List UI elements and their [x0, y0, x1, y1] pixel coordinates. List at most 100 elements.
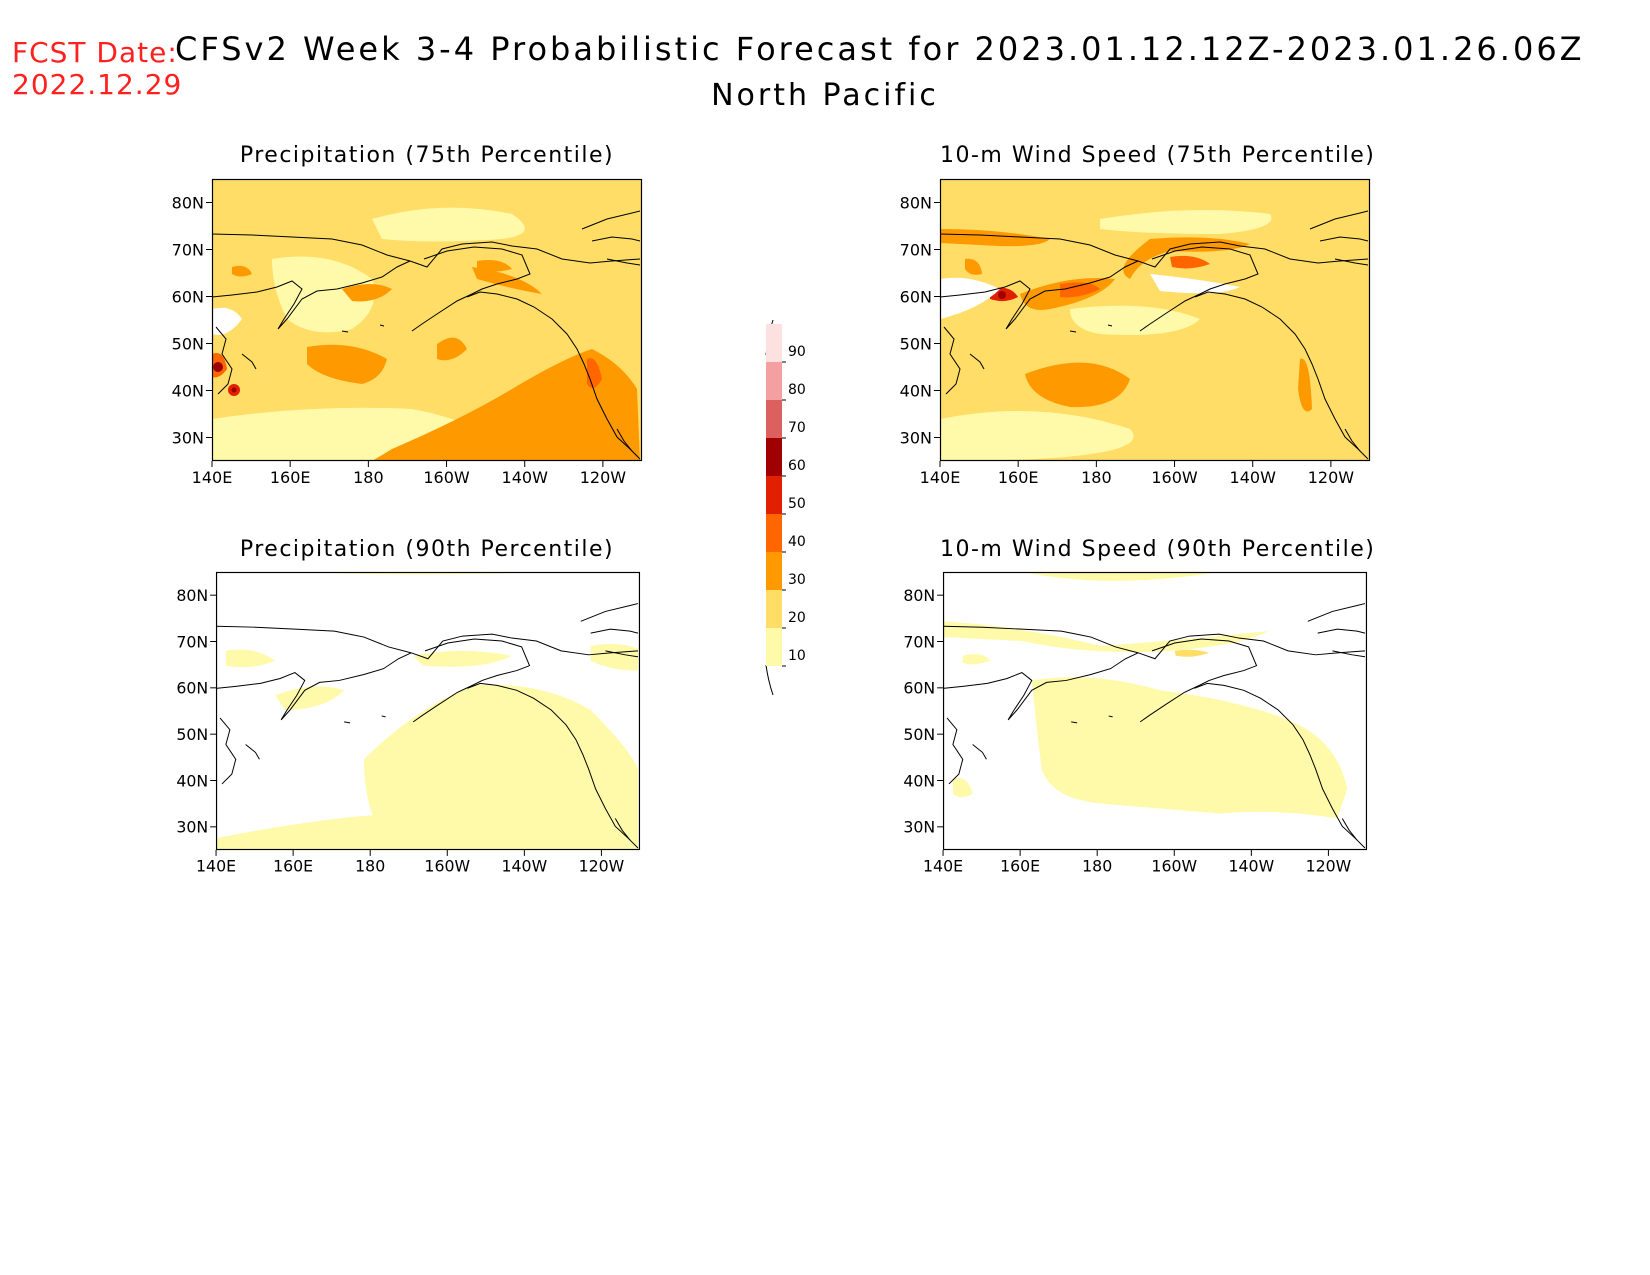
contour-10 [225, 649, 276, 668]
colorbar-label: 40 [788, 534, 806, 550]
colorbar-swatch [766, 324, 782, 362]
lon-label: 140W [1228, 857, 1274, 876]
colorbar-swatch [766, 476, 782, 514]
lon-label: 160W [1151, 468, 1198, 487]
main-title: CFSv2 Week 3-4 Probabilistic Forecast fo… [175, 30, 1585, 68]
below-threshold-area [940, 277, 1000, 319]
lon-axis: 140E 160E 180 160W 140W 120W [196, 850, 625, 876]
contour-30 [477, 260, 512, 272]
lat-label: 30N [172, 429, 204, 448]
map-precip-75: 80N 70N 60N 50N 40N 30N 140E 160E 180 160W 140W 12… [172, 178, 643, 487]
lon-label: 180 [1081, 468, 1112, 487]
contour-30 [940, 229, 1050, 247]
lat-label: 50N [172, 335, 204, 354]
contour-30 [307, 344, 387, 384]
lat-label: 40N [172, 382, 204, 401]
contour-10 [1100, 210, 1272, 234]
map-frame [939, 178, 1371, 462]
contour-40 [1060, 282, 1100, 298]
lat-label: 80N [176, 586, 208, 605]
colorbar-swatch [766, 514, 782, 552]
contour-10 [363, 684, 638, 850]
contour-30 [232, 265, 252, 277]
contour-10 [943, 621, 1269, 653]
lat-label: 70N [900, 241, 932, 260]
lat-label: 70N [176, 632, 208, 651]
lon-label: 140E [192, 468, 233, 487]
colorbar-label: 60 [788, 458, 806, 474]
contour-10 [952, 778, 973, 798]
colorbar-label: 80 [788, 382, 806, 398]
colorbar-label: 10 [788, 648, 806, 664]
lon-label: 140W [502, 468, 549, 487]
lat-label: 30N [176, 818, 208, 837]
colorbar-boxes [766, 324, 782, 666]
colorbar-label: 30 [788, 572, 806, 588]
contour-60 [998, 291, 1006, 299]
lat-label: 30N [900, 429, 932, 448]
contour-10 [216, 813, 394, 850]
contour-10 [940, 411, 1134, 461]
lon-label: 160W [424, 857, 470, 876]
map-precip-90: 80N 70N 60N 50N 40N 30N 140E 160E 180 160W 140W 12… [176, 571, 641, 876]
colorbar-swatch [766, 438, 782, 476]
lon-axis: 140E 160E 180 160W 140W 120W [192, 461, 627, 487]
lat-label: 40N [176, 771, 208, 790]
lon-label: 180 [353, 468, 384, 487]
contour-30 [965, 258, 982, 275]
panel-title-wind-75: 10-m Wind Speed (75th Percentile) [940, 143, 1376, 168]
map-wind-90: 80N 70N 60N 50N 40N 30N 140E 160E 180 160W 140W 12… [903, 571, 1368, 876]
contour-10 [1021, 572, 1220, 581]
contour-40 [1170, 255, 1210, 269]
panel-title-wind-90: 10-m Wind Speed (90th Percentile) [940, 537, 1376, 562]
map-frame [215, 571, 641, 851]
contour-10 [372, 207, 525, 242]
panel-title-precip-75: Precipitation (75th Percentile) [239, 143, 615, 168]
colorbar-swatch [766, 362, 782, 400]
lat-label: 80N [900, 194, 932, 213]
lon-axis: 140E 160E 180 160W 140W 120W [923, 850, 1352, 876]
lon-label: 140W [1230, 468, 1277, 487]
contour-30 [437, 337, 467, 361]
contour-10 [962, 654, 991, 665]
map-frame [211, 178, 643, 462]
colorbar-swatch [766, 590, 782, 628]
colorbar: 90 80 70 60 50 40 30 20 10 [765, 319, 806, 696]
lat-axis: 80N 70N 60N 50N 40N 30N [172, 194, 212, 448]
lon-label: 120W [579, 857, 625, 876]
lat-label: 40N [900, 382, 932, 401]
lat-axis: 80N 70N 60N 50N 40N 30N [176, 586, 217, 837]
colorbar-label: 20 [788, 610, 806, 626]
lon-label: 160W [1151, 857, 1197, 876]
lon-label: 140W [501, 857, 547, 876]
colorbar-swatch [766, 552, 782, 590]
lat-label: 80N [903, 586, 935, 605]
contour-60 [231, 387, 237, 393]
lon-label: 160E [270, 468, 311, 487]
contour-30 [472, 267, 542, 294]
colorbar-labels: 90 80 70 60 50 40 30 20 10 [782, 344, 806, 667]
lon-axis: 140E 160E 180 160W 140W 120W [920, 461, 1355, 487]
lat-label: 50N [903, 725, 935, 744]
lon-label: 140E [920, 468, 961, 487]
contour-10 [1031, 677, 1348, 819]
contour-30 [372, 349, 640, 461]
contour-10 [272, 256, 375, 333]
contour-20 [1174, 649, 1210, 657]
contour-60 [213, 362, 223, 372]
lat-label: 70N [903, 632, 935, 651]
lat-label: 60N [172, 288, 204, 307]
contour-10 [590, 644, 638, 671]
lon-label: 160E [1000, 857, 1040, 876]
forecast-date-value: 2022.12.29 [12, 68, 183, 101]
colorbar-label: 70 [788, 420, 806, 436]
lon-label: 120W [1308, 468, 1355, 487]
lat-axis: 80N 70N 60N 50N 40N 30N [900, 194, 940, 448]
lon-label: 140E [923, 857, 963, 876]
lat-label: 80N [172, 194, 204, 213]
lon-label: 120W [580, 468, 627, 487]
lon-label: 180 [355, 857, 385, 876]
lon-label: 120W [1306, 857, 1352, 876]
lat-label: 50N [176, 725, 208, 744]
lon-label: 160W [423, 468, 470, 487]
